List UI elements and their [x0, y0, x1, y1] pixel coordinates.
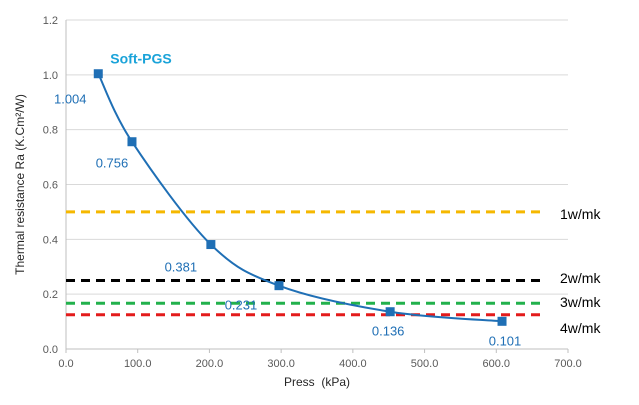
y-axis-title: Thermal resistance Ra (K.Cm²/W) [13, 94, 27, 275]
reference-line-label: 2w/mk [560, 270, 601, 286]
x-tick-label: 500.0 [411, 358, 439, 370]
x-tick-label: 700.0 [554, 358, 582, 370]
data-point-2 [206, 240, 216, 250]
x-tick-label: 600.0 [483, 358, 511, 370]
data-point-4 [385, 307, 395, 317]
y-tick-label: 1.0 [43, 70, 58, 82]
y-tick-labels: 0.0 0.2 0.4 0.6 0.8 1.0 1.2 [43, 15, 58, 356]
data-point-5 [497, 316, 507, 326]
y-tick-label: 0.8 [43, 125, 58, 137]
data-label-3: 0.231 [225, 298, 258, 313]
reference-line-label: 4w/mk [560, 320, 601, 336]
x-tick-label: 400.0 [339, 358, 367, 370]
data-label-0: 1.004 [54, 92, 87, 107]
data-point-1 [127, 137, 137, 147]
axes [65, 20, 569, 353]
y-tick-label: 0.0 [43, 344, 58, 356]
gridlines [66, 19, 568, 295]
data-label-1: 0.756 [96, 156, 129, 171]
data-point-3 [274, 281, 284, 291]
series-name-label: Soft-PGS [110, 51, 171, 67]
x-tick-label: 300.0 [267, 358, 295, 370]
series-curve [97, 73, 503, 323]
y-tick-label: 0.2 [43, 289, 58, 301]
data-label-5: 0.101 [489, 333, 522, 348]
data-point-0 [93, 69, 103, 79]
x-axis-title: Press (kPa) [284, 375, 350, 389]
reference-line-label: 1w/mk [560, 206, 601, 222]
data-label-4: 0.136 [372, 324, 405, 339]
x-tick-label: 100.0 [124, 358, 152, 370]
x-tick-label: 0.0 [58, 358, 73, 370]
data-label-2: 0.381 [165, 260, 198, 275]
x-tick-labels: 0.0 100.0 200.0 300.0 400.0 500.0 600.0 700.0 [58, 358, 581, 370]
reference-line-label: 3w/mk [560, 294, 601, 310]
y-tick-label: 0.6 [43, 180, 58, 192]
reference-lines: 1w/mk 2w/mk 3w/mk 4w/mk [66, 206, 601, 336]
x-tick-label: 200.0 [196, 358, 224, 370]
y-tick-label: 1.2 [43, 15, 58, 27]
y-tick-label: 0.4 [43, 234, 58, 246]
series-layer: 1.004 0.756 0.381 0.231 0.136 0.101 Soft-PGS [54, 51, 521, 349]
